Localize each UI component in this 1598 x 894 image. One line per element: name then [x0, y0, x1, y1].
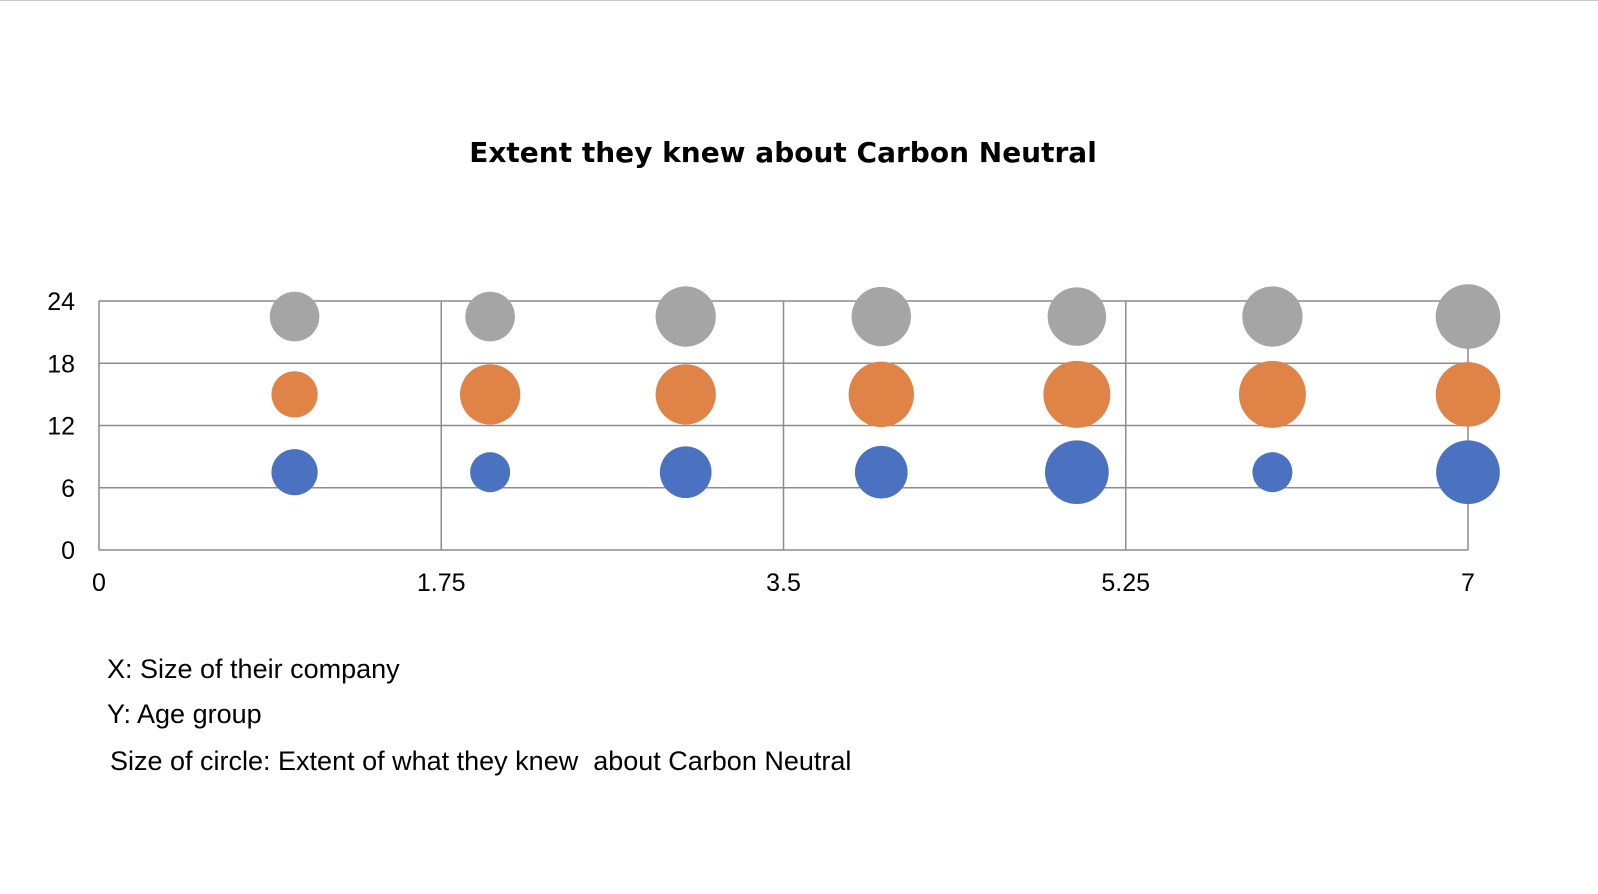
bubble-size-note: Size of circle: Extent of what they knew… — [110, 746, 852, 776]
x-axis-note: X: Size of their company — [107, 654, 400, 684]
bubble-point — [1436, 440, 1500, 505]
bubble-point — [269, 291, 320, 342]
bubble-point — [1435, 362, 1501, 427]
top-border-line — [0, 0, 1598, 1]
y-tick-label: 24 — [47, 288, 75, 316]
bubble-layer — [269, 284, 1501, 505]
y-axis-note: Y: Age group — [107, 699, 262, 729]
y-tick-label: 12 — [47, 413, 75, 441]
x-tick-label: 5.25 — [1101, 569, 1150, 597]
bubble-point — [271, 371, 318, 418]
x-tick-label: 1.75 — [417, 569, 466, 597]
y-tick-label: 18 — [47, 350, 75, 378]
bubble-point — [1238, 360, 1306, 428]
bubble-point — [1252, 452, 1293, 493]
bubble-point — [851, 286, 911, 347]
chart-title: Extent they knew about Carbon Neutral — [469, 136, 1097, 169]
bubble-point — [1435, 284, 1501, 349]
x-tick-label: 0 — [92, 569, 106, 597]
bubble-point — [854, 445, 908, 499]
y-tick-label: 6 — [61, 475, 75, 503]
x-tick-label: 3.5 — [766, 569, 801, 597]
bubble-point — [848, 361, 914, 428]
bubble-point — [1043, 360, 1111, 428]
bubble-point — [655, 286, 716, 347]
bubble-point — [659, 446, 712, 499]
bubble-point — [271, 449, 318, 496]
x-tick-label: 7 — [1461, 569, 1475, 597]
bubble-point — [1044, 440, 1109, 505]
bubble-point — [1242, 286, 1303, 347]
tick-label-layer: 0 6 12 18 24 0 1.75 3.5 5.25 7 — [47, 288, 1475, 597]
y-tick-label: 0 — [61, 537, 75, 565]
bubble-point — [460, 364, 521, 425]
bubble-point — [1047, 287, 1107, 346]
bubble-point — [465, 291, 515, 342]
bubble-point — [470, 452, 511, 493]
bubble-point — [655, 364, 716, 425]
